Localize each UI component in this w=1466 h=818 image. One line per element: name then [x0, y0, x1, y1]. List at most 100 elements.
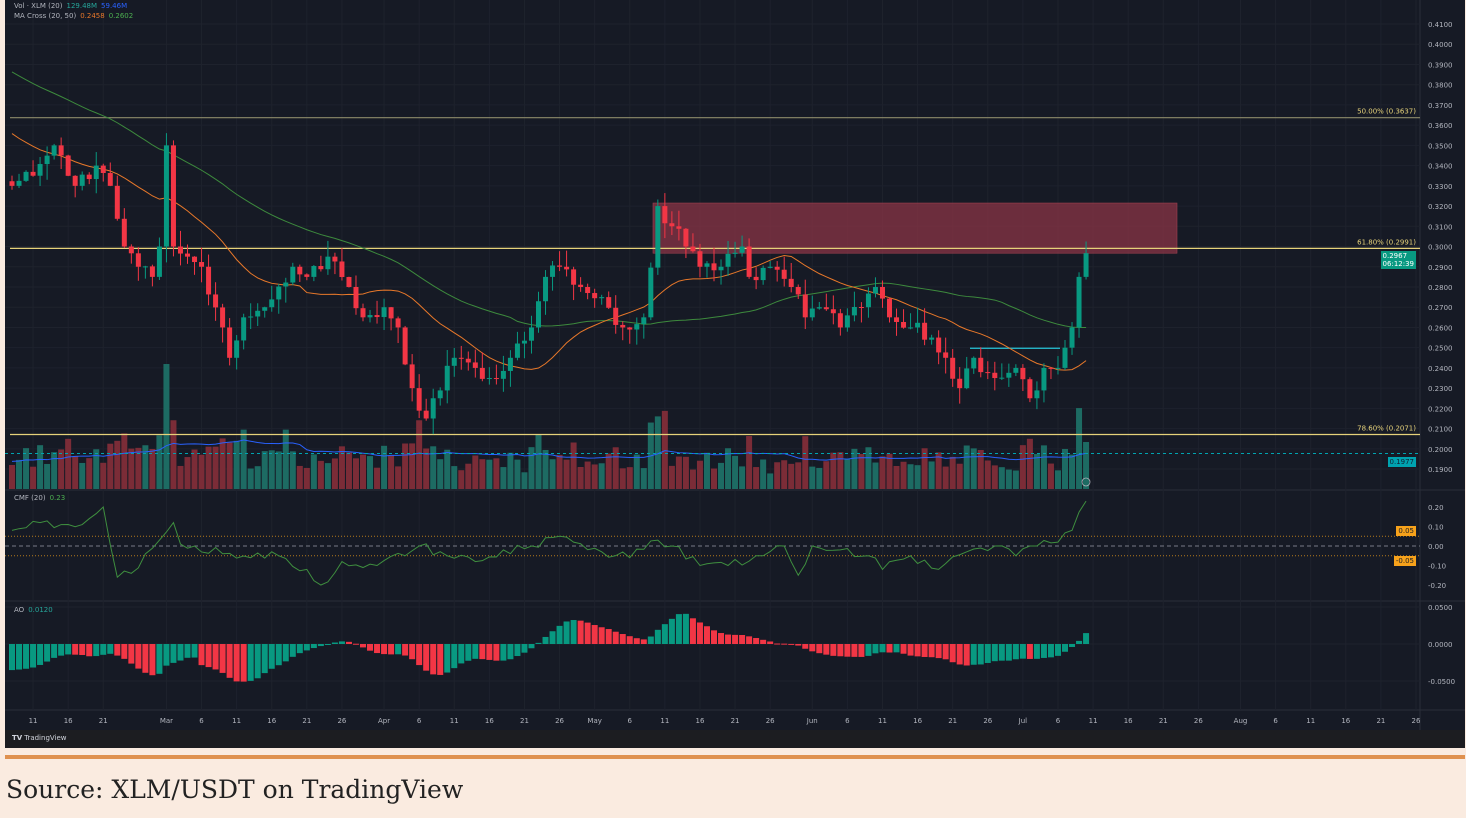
time-axis-label: 21	[1159, 717, 1168, 725]
fib-level-label: 78.60% (0.2071)	[1357, 424, 1416, 432]
ao-histogram-bar	[802, 644, 809, 649]
candle-body	[690, 246, 696, 252]
ao-histogram-bar	[1033, 644, 1040, 659]
candle-body	[156, 246, 162, 277]
volume-bar	[23, 448, 30, 489]
volume-legend[interactable]: Vol · XLM (20) 129.48M 59.46M	[14, 2, 131, 10]
time-axis-label: 21	[948, 717, 957, 725]
ao-histogram-bar	[914, 644, 921, 657]
ao-histogram-bar	[809, 644, 816, 652]
volume-bar	[928, 461, 935, 489]
volume-bar	[338, 446, 345, 489]
volume-value: 129.48M	[66, 2, 98, 10]
price-axis-label: 0.2700	[1428, 304, 1453, 312]
bar-countdown: 06:12:39	[1382, 260, 1414, 268]
resistance-zone[interactable]	[652, 202, 1178, 254]
candle-body	[409, 364, 415, 389]
volume-bar	[1069, 454, 1076, 489]
candle-body	[908, 327, 914, 329]
ao-histogram-bar	[633, 638, 640, 644]
time-axis-label: 16	[485, 717, 494, 725]
candle-body	[543, 276, 549, 302]
candle-body	[830, 309, 836, 314]
ao-histogram-bar	[163, 644, 170, 666]
ao-axis-label: -0.0500	[1428, 678, 1455, 686]
candle-body	[121, 218, 127, 247]
alert-icon[interactable]	[1081, 477, 1091, 487]
candle-body	[753, 276, 759, 281]
cmf-axis-label: -0.10	[1428, 563, 1446, 571]
ao-histogram-bar	[837, 644, 844, 657]
ao-histogram-bar	[788, 643, 795, 645]
ma20-line	[11, 133, 1087, 371]
chart-canvas[interactable]: 11 16 21 Mar 6 11 16 21 26 Apr 6 11 16 21 26 May 6 11 16 21…	[0, 0, 1466, 748]
ao-histogram-bar	[226, 644, 233, 678]
tradingview-logo[interactable]: TV TradingView	[12, 734, 67, 742]
candle-body	[367, 315, 373, 318]
candle-body	[858, 307, 864, 309]
candle-body	[465, 358, 471, 363]
volume-bar	[703, 452, 710, 489]
volume-bar	[486, 459, 493, 489]
price-axis-label: 0.3300	[1428, 183, 1453, 191]
ao-histogram-bar	[970, 644, 977, 665]
candle-body	[620, 324, 626, 328]
candle-body	[51, 145, 57, 156]
volume-bar	[591, 464, 598, 489]
candle-body	[458, 357, 464, 359]
ao-histogram-bar	[535, 642, 542, 644]
candle-body	[472, 362, 478, 368]
tradingview-logo-icon: TV	[12, 734, 23, 742]
volume-bar	[542, 449, 549, 489]
volume-bar	[682, 456, 689, 489]
candle-body	[325, 256, 331, 270]
candle-body	[557, 265, 563, 267]
volume-bar	[949, 456, 956, 489]
volume-bar	[93, 449, 100, 489]
ao-histogram-bar	[437, 644, 444, 675]
volume-bar	[844, 459, 851, 489]
candle-body	[725, 253, 731, 267]
volume-bar	[163, 364, 170, 489]
ma20-value: 0.2458	[80, 12, 105, 20]
volume-bar	[296, 465, 303, 489]
ao-histogram-bar	[219, 644, 226, 673]
ao-histogram-bar	[30, 644, 37, 668]
ao-histogram-bar	[268, 644, 275, 669]
candle-body	[107, 173, 113, 186]
volume-bar	[282, 429, 289, 489]
ao-histogram-bar	[37, 644, 44, 665]
time-axis-label: Aug	[1234, 717, 1248, 725]
candle-body	[823, 307, 829, 310]
fib-level-label: 61.80% (0.2991)	[1357, 238, 1416, 246]
price-axis-label: 0.3400	[1428, 163, 1453, 171]
volume-bar	[823, 461, 830, 489]
price-axis-label: 0.2900	[1428, 264, 1453, 272]
ao-histogram-bar	[58, 644, 65, 656]
ma-cross-legend[interactable]: MA Cross (20, 50) 0.2458 0.2602	[14, 12, 137, 20]
volume-bar	[633, 454, 640, 489]
candle-body	[177, 246, 183, 254]
ao-legend[interactable]: AO 0.0120	[14, 606, 57, 614]
time-axis-label: 21	[520, 717, 529, 725]
ao-histogram-bar	[93, 644, 100, 657]
candle-body	[746, 246, 752, 277]
candle-body	[114, 185, 120, 219]
ao-histogram-bar	[135, 644, 142, 669]
candle-body	[992, 372, 998, 379]
candle-body	[564, 266, 570, 270]
candle-body	[1076, 276, 1082, 328]
candle-body	[304, 274, 310, 277]
price-axis-label: 0.3100	[1428, 223, 1453, 231]
ao-histogram-bar	[577, 620, 584, 644]
ao-histogram-bar	[1026, 644, 1033, 659]
ao-histogram-bar	[317, 644, 324, 647]
candle-body	[332, 256, 338, 262]
volume-bar	[261, 451, 268, 489]
candle-body	[346, 277, 352, 287]
cmf-legend[interactable]: CMF (20) 0.23	[14, 494, 69, 502]
ao-histogram-bar	[956, 644, 963, 665]
candle-body	[739, 246, 745, 253]
time-axis-label: 6	[628, 717, 633, 725]
ao-histogram-bar	[591, 625, 598, 644]
